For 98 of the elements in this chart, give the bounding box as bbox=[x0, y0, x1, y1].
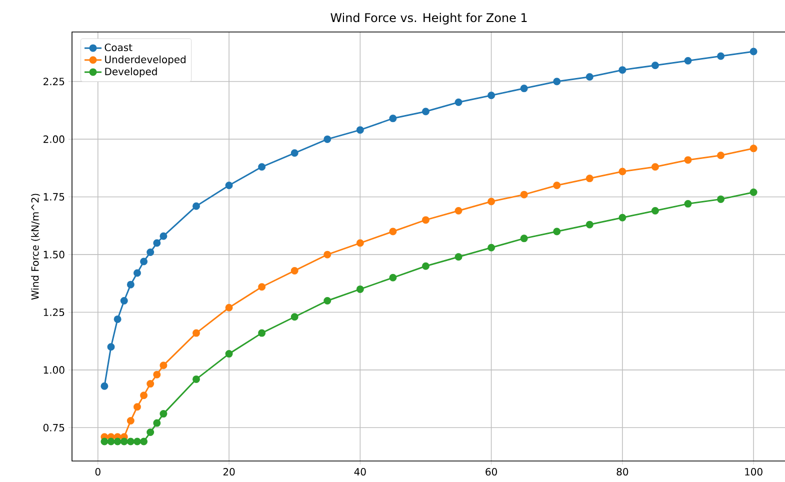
point bbox=[146, 428, 154, 436]
point bbox=[160, 362, 168, 370]
point bbox=[114, 438, 122, 446]
point bbox=[290, 313, 298, 321]
point bbox=[488, 244, 496, 252]
point bbox=[126, 438, 134, 446]
point bbox=[324, 250, 332, 258]
point bbox=[422, 262, 430, 270]
point bbox=[153, 370, 161, 378]
point bbox=[684, 200, 692, 208]
y-axis-title: Wind Force (kN/m^2) bbox=[31, 194, 40, 300]
point bbox=[422, 108, 430, 116]
point bbox=[192, 329, 200, 337]
point bbox=[140, 438, 148, 446]
point bbox=[422, 216, 430, 224]
point bbox=[750, 144, 758, 152]
point bbox=[454, 206, 462, 214]
x-tick-label: 100 bbox=[745, 468, 762, 476]
point bbox=[586, 174, 594, 182]
point bbox=[258, 329, 266, 337]
point bbox=[324, 135, 332, 143]
x-tick-label: 0 bbox=[95, 468, 100, 476]
point bbox=[389, 274, 397, 282]
point bbox=[146, 248, 154, 256]
point bbox=[618, 66, 626, 74]
point bbox=[454, 98, 462, 106]
legend-label: Underdeveloped bbox=[105, 55, 186, 66]
point bbox=[160, 410, 168, 418]
legend-label: Developed bbox=[105, 68, 157, 78]
point bbox=[717, 152, 725, 160]
point bbox=[553, 228, 561, 236]
point bbox=[107, 343, 115, 351]
y-tick-label: 1.25 bbox=[44, 308, 64, 316]
point bbox=[140, 392, 148, 400]
point bbox=[488, 198, 496, 206]
point bbox=[356, 126, 364, 134]
point bbox=[618, 168, 626, 176]
point bbox=[290, 149, 298, 157]
point bbox=[454, 253, 462, 261]
point bbox=[651, 163, 659, 171]
point bbox=[120, 438, 128, 446]
point bbox=[225, 350, 233, 358]
point bbox=[153, 239, 161, 247]
point bbox=[133, 403, 141, 411]
point bbox=[553, 182, 561, 190]
point bbox=[225, 304, 233, 312]
point bbox=[258, 163, 266, 171]
x-tick-label: 20 bbox=[223, 468, 235, 476]
point bbox=[488, 92, 496, 100]
point bbox=[553, 78, 561, 86]
point bbox=[684, 156, 692, 164]
point bbox=[651, 206, 659, 214]
point bbox=[717, 52, 725, 60]
point bbox=[389, 228, 397, 236]
legend-label: Coast bbox=[104, 44, 132, 52]
point bbox=[520, 84, 528, 92]
point bbox=[356, 285, 364, 293]
point bbox=[324, 296, 332, 304]
point bbox=[146, 380, 154, 388]
point bbox=[192, 202, 200, 210]
point bbox=[160, 232, 168, 240]
point bbox=[356, 239, 364, 247]
point bbox=[100, 438, 108, 446]
x-tick-label: 40 bbox=[354, 468, 366, 476]
x-tick-label: 60 bbox=[486, 468, 497, 476]
point bbox=[133, 438, 141, 446]
point bbox=[153, 419, 161, 427]
point bbox=[133, 269, 141, 277]
point bbox=[520, 234, 528, 242]
point bbox=[651, 62, 659, 70]
point bbox=[126, 416, 134, 424]
point bbox=[750, 48, 758, 56]
point bbox=[586, 73, 594, 81]
point bbox=[258, 283, 266, 291]
point bbox=[120, 296, 128, 304]
point bbox=[750, 188, 758, 196]
point bbox=[140, 258, 148, 266]
x-tick-label: 80 bbox=[616, 468, 628, 476]
y-tick-label: 2.25 bbox=[44, 78, 64, 86]
point bbox=[586, 220, 594, 228]
y-tick-label: 2.00 bbox=[44, 135, 64, 143]
point bbox=[114, 315, 122, 323]
point bbox=[389, 114, 397, 122]
y-tick-label: 1.75 bbox=[44, 193, 64, 201]
point bbox=[290, 266, 298, 274]
point bbox=[684, 56, 692, 64]
point bbox=[618, 214, 626, 222]
point bbox=[520, 190, 528, 198]
y-tick-label: 1.50 bbox=[44, 250, 64, 258]
point bbox=[717, 195, 725, 203]
chart-title: Wind Force vs. Height for Zone 1 bbox=[330, 12, 527, 24]
point bbox=[100, 382, 108, 390]
point bbox=[225, 182, 233, 190]
point bbox=[126, 280, 134, 288]
point bbox=[107, 438, 115, 446]
y-tick-label: 0.75 bbox=[43, 424, 64, 432]
point bbox=[192, 375, 200, 383]
y-tick-label: 1.00 bbox=[44, 366, 64, 374]
